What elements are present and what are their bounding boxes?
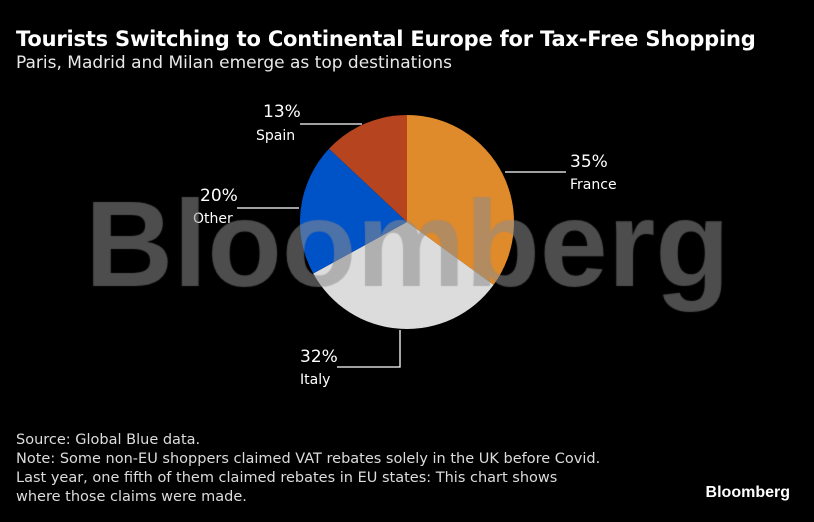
category-label-italy: Italy [300, 372, 330, 388]
value-label-france: 35% [570, 152, 608, 172]
chart-notes: Source: Global Blue data. Note: Some non… [16, 431, 600, 507]
source-note: Source: Global Blue data. [16, 432, 201, 448]
footnote-line-3: where those claims were made. [16, 489, 247, 505]
category-label-france: France [570, 177, 617, 193]
footnote-line-1: Note: Some non-EU shoppers claimed VAT r… [16, 451, 601, 467]
leader-line-italy [337, 330, 401, 368]
bloomberg-logo: Bloomberg [705, 484, 790, 501]
category-label-spain: Spain [256, 128, 295, 144]
category-label-other: Other [193, 211, 233, 227]
footnote-line-2: Last year, one fifth of them claimed reb… [16, 470, 558, 486]
value-label-italy: 32% [300, 347, 338, 367]
value-label-spain: 13% [263, 102, 301, 122]
value-label-other: 20% [200, 186, 238, 206]
